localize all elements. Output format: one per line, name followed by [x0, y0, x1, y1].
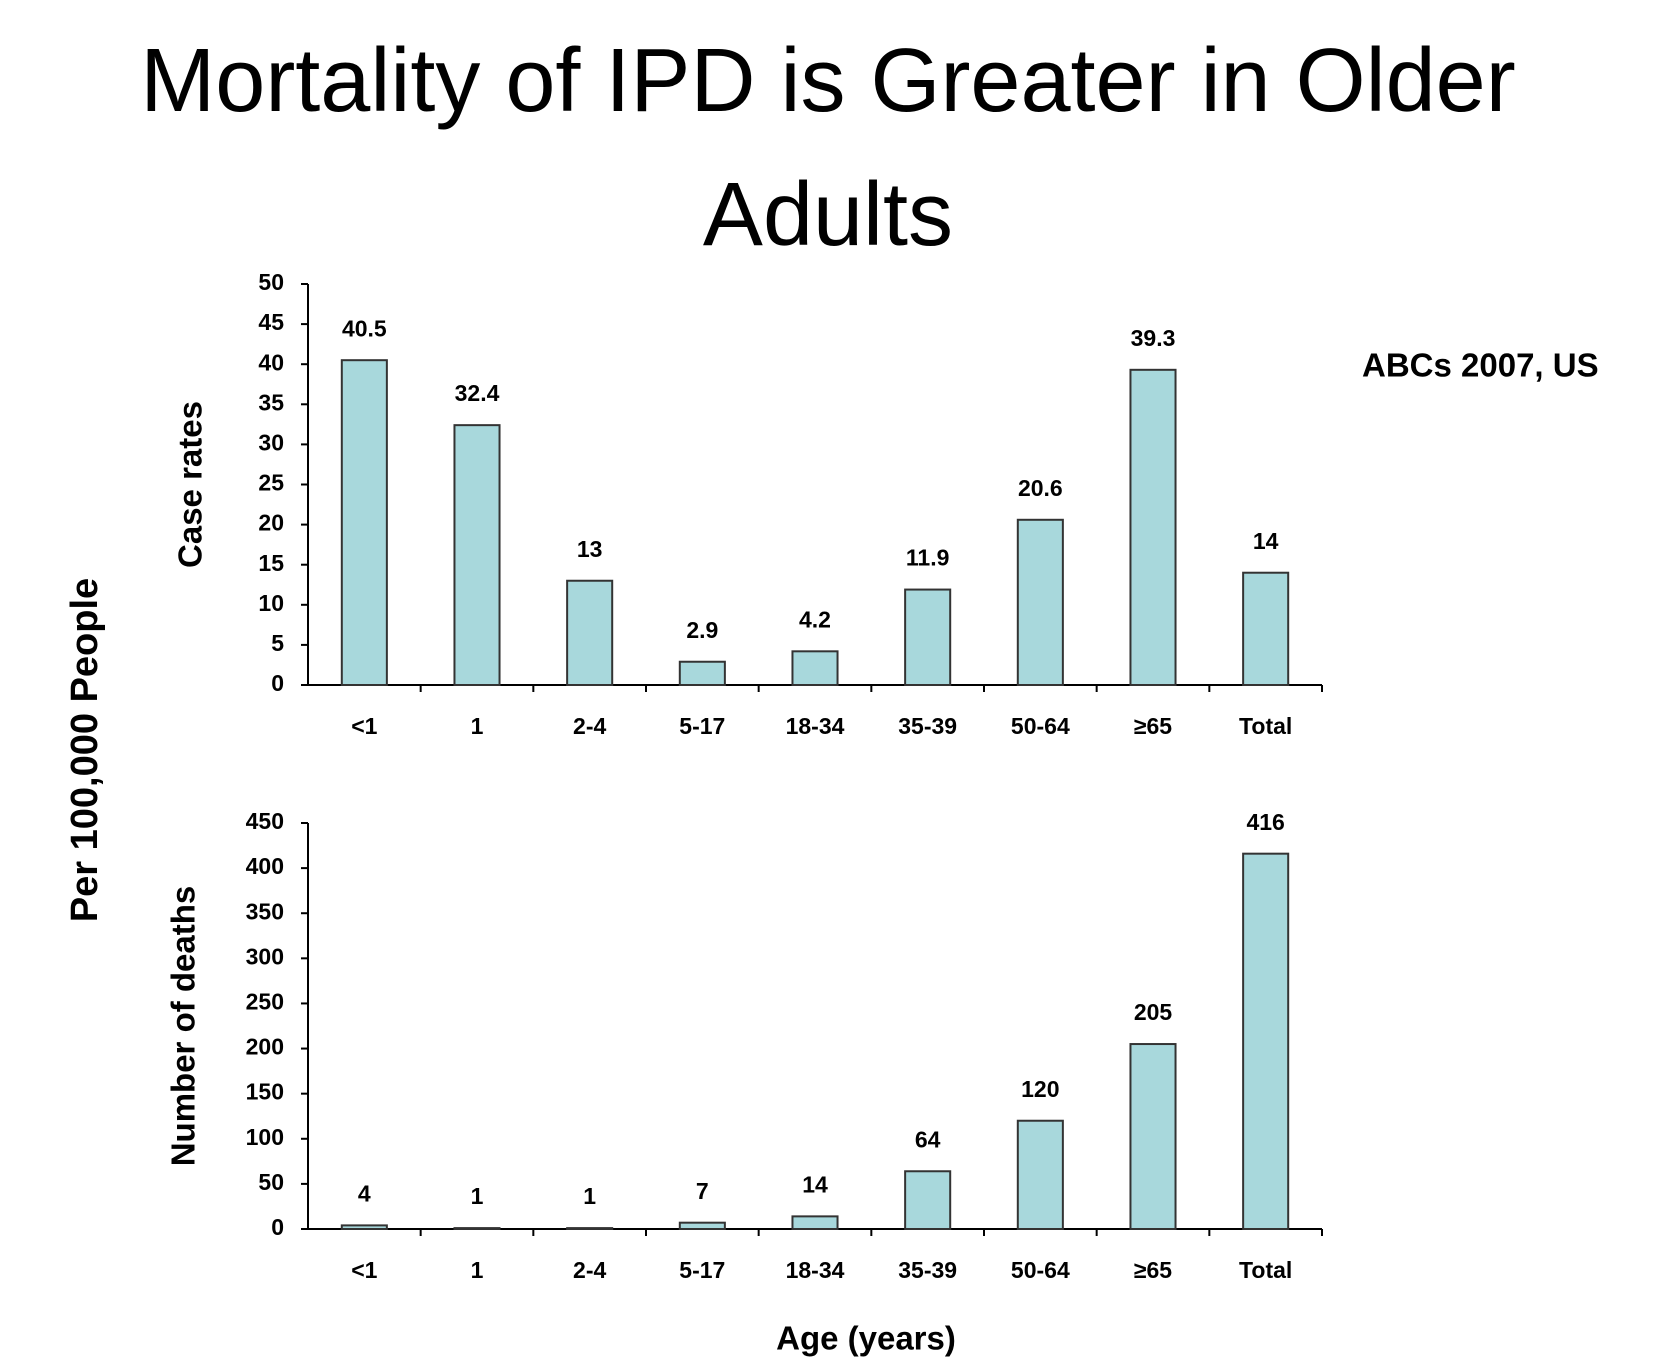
data-label: 7: [696, 1178, 709, 1204]
bar: [904, 1170, 952, 1231]
y-tick-label: 0: [271, 1214, 284, 1240]
data-label: 1: [471, 1183, 484, 1209]
bar: [340, 359, 388, 686]
x-axis-title: Age (years): [776, 1320, 956, 1357]
y-tick-label: 20: [258, 510, 284, 536]
x-tick-label: ≥65: [1134, 713, 1172, 739]
y-tick-label: 250: [246, 989, 284, 1015]
y-tick-label: 300: [246, 943, 284, 969]
bar: [453, 424, 501, 686]
data-label: 205: [1134, 999, 1173, 1025]
y-axis-title: Case rates: [172, 401, 209, 568]
data-label: 1: [583, 1183, 596, 1209]
y-tick-label: 25: [258, 470, 284, 496]
bar: [340, 1224, 388, 1231]
bar: [791, 1215, 839, 1231]
x-tick-label: <1: [351, 1257, 377, 1283]
y-tick-label: 15: [258, 550, 284, 576]
y-tick-label: 350: [246, 898, 284, 924]
x-tick-label: 5-17: [679, 713, 725, 739]
x-tick-label: ≥65: [1134, 1257, 1172, 1283]
bar: [678, 660, 726, 687]
data-label: 13: [577, 536, 603, 562]
bar: [1242, 852, 1290, 1230]
data-label: 14: [802, 1171, 828, 1197]
data-label: 4: [358, 1180, 371, 1206]
x-tick-label: 50-64: [1011, 1257, 1070, 1283]
y-tick-label: 5: [271, 630, 284, 656]
y-axis-title: Number of deaths: [165, 886, 202, 1167]
annotation: ABCs 2007, US: [1362, 347, 1599, 384]
data-label: 40.5: [342, 315, 387, 341]
y-tick-label: 40: [258, 349, 284, 375]
x-tick-label: 18-34: [786, 1257, 845, 1283]
data-label: 4.2: [799, 606, 831, 632]
bar: [678, 1221, 726, 1231]
bar: [1016, 1119, 1064, 1230]
y-tick-label: 200: [246, 1034, 284, 1060]
bar: [904, 588, 952, 687]
x-tick-label: Total: [1239, 713, 1292, 739]
bar: [1016, 518, 1064, 687]
x-tick-label: 35-39: [898, 713, 957, 739]
bar: [1129, 368, 1177, 686]
y-tick-label: 150: [246, 1079, 284, 1105]
bar: [1129, 1043, 1177, 1230]
x-tick-label: 35-39: [898, 1257, 957, 1283]
y-tick-label: 30: [258, 429, 284, 455]
data-label: 14: [1253, 528, 1279, 554]
x-tick-label: Total: [1239, 1257, 1292, 1283]
bar: [566, 1227, 614, 1231]
y-tick-label: 35: [258, 389, 284, 415]
bar: [791, 650, 839, 686]
y-tick-label: 50: [258, 269, 284, 295]
data-label: 416: [1246, 809, 1284, 835]
x-tick-label: 5-17: [679, 1257, 725, 1283]
bar: [1242, 571, 1290, 686]
x-tick-label: 1: [471, 1257, 484, 1283]
data-label: 32.4: [455, 380, 500, 406]
data-label: 39.3: [1131, 325, 1176, 351]
x-tick-label: 1: [471, 713, 484, 739]
x-tick-label: 50-64: [1011, 713, 1070, 739]
x-tick-label: 18-34: [786, 713, 845, 739]
x-tick-label: 2-4: [573, 713, 606, 739]
y-tick-label: 10: [258, 590, 284, 616]
x-tick-label: 2-4: [573, 1257, 606, 1283]
data-label: 11.9: [906, 545, 950, 571]
x-tick-label: <1: [351, 713, 377, 739]
y-tick-label: 0: [271, 670, 284, 696]
y-axis-title: Per 100,000 People: [64, 578, 106, 922]
y-tick-label: 45: [258, 309, 284, 335]
slide-title: Mortality of IPD is Greater in Older Adu…: [140, 31, 1516, 265]
bar: [566, 579, 614, 686]
data-label: 20.6: [1018, 475, 1063, 501]
data-label: 64: [915, 1126, 941, 1152]
data-label: 120: [1021, 1076, 1059, 1102]
data-label: 2.9: [686, 617, 718, 643]
bar: [453, 1227, 501, 1231]
y-tick-label: 50: [258, 1169, 284, 1195]
y-tick-label: 400: [246, 853, 284, 879]
y-tick-label: 100: [246, 1124, 284, 1150]
y-tick-label: 450: [246, 808, 284, 834]
